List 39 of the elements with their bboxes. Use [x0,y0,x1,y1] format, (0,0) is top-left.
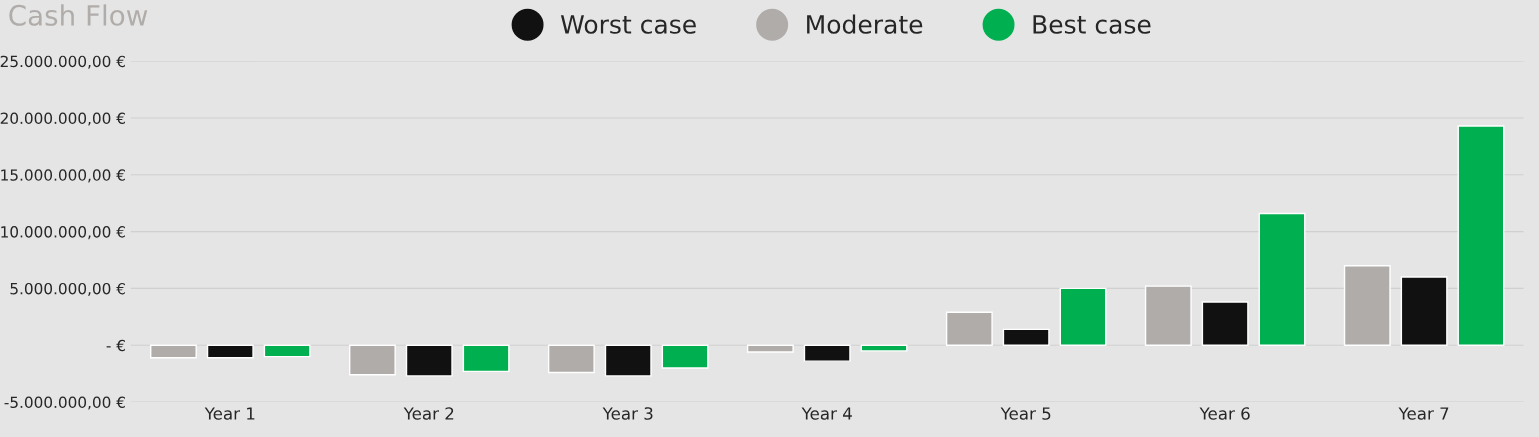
bar [1201,301,1249,346]
y-tick-label: 25.000.000,00 € [0,55,125,69]
x-tick-label: Year 1 [204,407,255,420]
bar [803,344,851,362]
bar [1343,265,1391,346]
x-tick-label: Year 5 [1000,407,1051,420]
x-tick-label: Year 3 [602,407,653,420]
y-tick-label: 5.000.000,00 € [10,282,125,296]
x-tick-label: Year 7 [1398,407,1449,420]
bar [945,311,993,346]
bar [860,344,908,352]
y-tick-label: - € [106,339,125,352]
bar [746,344,794,353]
y-tick-label: -5.000.000,00 € [4,396,125,410]
y-tick-label: 10.000.000,00 € [1,226,125,240]
bar [348,344,396,376]
x-tick-label: Year 4 [801,407,852,420]
y-tick-label: 15.000.000,00 € [1,169,125,183]
y-tick-label: 20.000.000,00 € [0,112,125,126]
x-tick-label: Year 2 [403,407,454,420]
bar [547,344,595,374]
bar [1258,212,1306,346]
legend-label: Moderate [807,14,923,34]
bar [1002,328,1050,346]
bar [604,344,652,377]
bar [150,344,197,359]
bar [1400,276,1448,346]
bar [1059,287,1107,346]
chart-title: Cash Flow [9,4,148,26]
legend-label: Best case [1033,15,1151,34]
bar [206,344,254,359]
bar [1457,125,1505,346]
legend-label: Worst case [560,15,696,34]
bar [405,344,453,377]
bar [462,344,510,373]
x-tick-label: Year 6 [1199,407,1250,420]
bar [1144,285,1192,346]
bar [263,344,311,358]
bar [661,344,709,369]
